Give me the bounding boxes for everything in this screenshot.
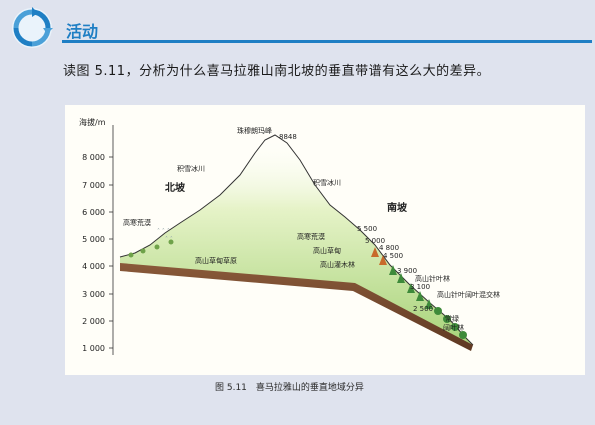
south-boundary-elevation: 4 500: [383, 252, 403, 260]
y-tick: 7 000: [82, 181, 113, 190]
south-boundary-elevation: 5 000: [365, 237, 385, 245]
cycle-arrows-icon: [12, 7, 53, 48]
y-tick: 6 000: [82, 208, 113, 217]
y-tick: 5 000: [82, 235, 113, 244]
y-tick: 3 000: [82, 290, 113, 299]
peak-name: 珠穆朗玛峰: [237, 126, 272, 135]
y-tick-label: 6 000: [82, 208, 105, 217]
y-tick-label: 2 000: [82, 317, 105, 326]
mountain-outline: [119, 134, 474, 346]
y-tick-label: 1 000: [82, 344, 105, 353]
south-boundary-elevation: 3 100: [410, 283, 430, 291]
y-tick-label: 4 000: [82, 262, 105, 271]
peak-elevation: 8848: [279, 133, 297, 141]
figure-panel: 海拔/m 8 000 7 000 6 000 5 000 4 000 3 000…: [65, 105, 585, 375]
y-axis-label: 海拔/m: [79, 117, 106, 127]
south-zone-snow: 积雪冰川: [313, 178, 341, 187]
y-tick-label: 7 000: [82, 181, 105, 190]
y-tick: 4 000: [82, 262, 113, 271]
south-forest-trees: [371, 247, 467, 339]
y-tick: 8 000: [82, 153, 113, 162]
north-shrubs: [128, 239, 174, 258]
y-ticks: 8 000 7 000 6 000 5 000 4 000 3 000 2 00…: [82, 153, 113, 353]
north-zone-desert: 高寒荒漠: [123, 218, 151, 227]
south-zone-meadow: 高山草甸: [313, 246, 341, 255]
activity-header: 活动: [10, 6, 595, 48]
south-zone-shrub: 高山灌木林: [320, 260, 355, 269]
figure-caption: 图 5.11 喜马拉雅山的垂直地域分异: [215, 383, 364, 393]
south-boundary-elevation: 5 500: [357, 225, 377, 233]
svg-text:˄ ˄ ˄: ˄ ˄ ˄: [157, 228, 170, 235]
south-zone-broadleaf: 阔叶林: [443, 323, 464, 332]
ground-layer: [120, 263, 473, 351]
south-zone-mixed: 高山针叶阔叶混交林: [437, 290, 500, 299]
vertical-zonation-diagram: 海拔/m 8 000 7 000 6 000 5 000 4 000 3 000…: [79, 117, 500, 355]
header-divider: [62, 40, 592, 43]
y-tick: 2 000: [82, 317, 113, 326]
north-zone-meadow-steppe: 高山草甸草原: [195, 256, 237, 265]
south-boundary-elevation: 4 800: [379, 244, 399, 252]
y-tick: 1 000: [82, 344, 113, 353]
activity-label: 活动: [66, 22, 99, 41]
y-tick-label: 5 000: [82, 235, 105, 244]
south-slope-label: 南坡: [387, 201, 408, 214]
activity-instruction: 读图 5.11，分析为什么喜马拉雅山南北坡的垂直带谱有这么大的差异。: [63, 64, 491, 79]
y-tick-label: 3 000: [82, 290, 105, 299]
north-slope-label: 北坡: [165, 181, 186, 194]
north-zone-snow: 积雪冰川: [177, 164, 205, 173]
south-boundary-elevation: 3 900: [397, 267, 417, 275]
svg-text:˄ ˄: ˄ ˄: [165, 236, 173, 243]
south-zone-conifer: 高山针叶林: [415, 274, 450, 283]
south-zone-evergreen: 常绿: [445, 314, 459, 323]
mountain-vegetation-fill: [120, 135, 473, 345]
south-boundary-elevation: 2 500: [413, 305, 433, 313]
snow-marks-north: ˄ ˄ ˄ ˄ ˄: [157, 228, 173, 243]
y-tick-label: 8 000: [82, 153, 105, 162]
south-zone-desert: 高寒荒漠: [297, 232, 325, 241]
